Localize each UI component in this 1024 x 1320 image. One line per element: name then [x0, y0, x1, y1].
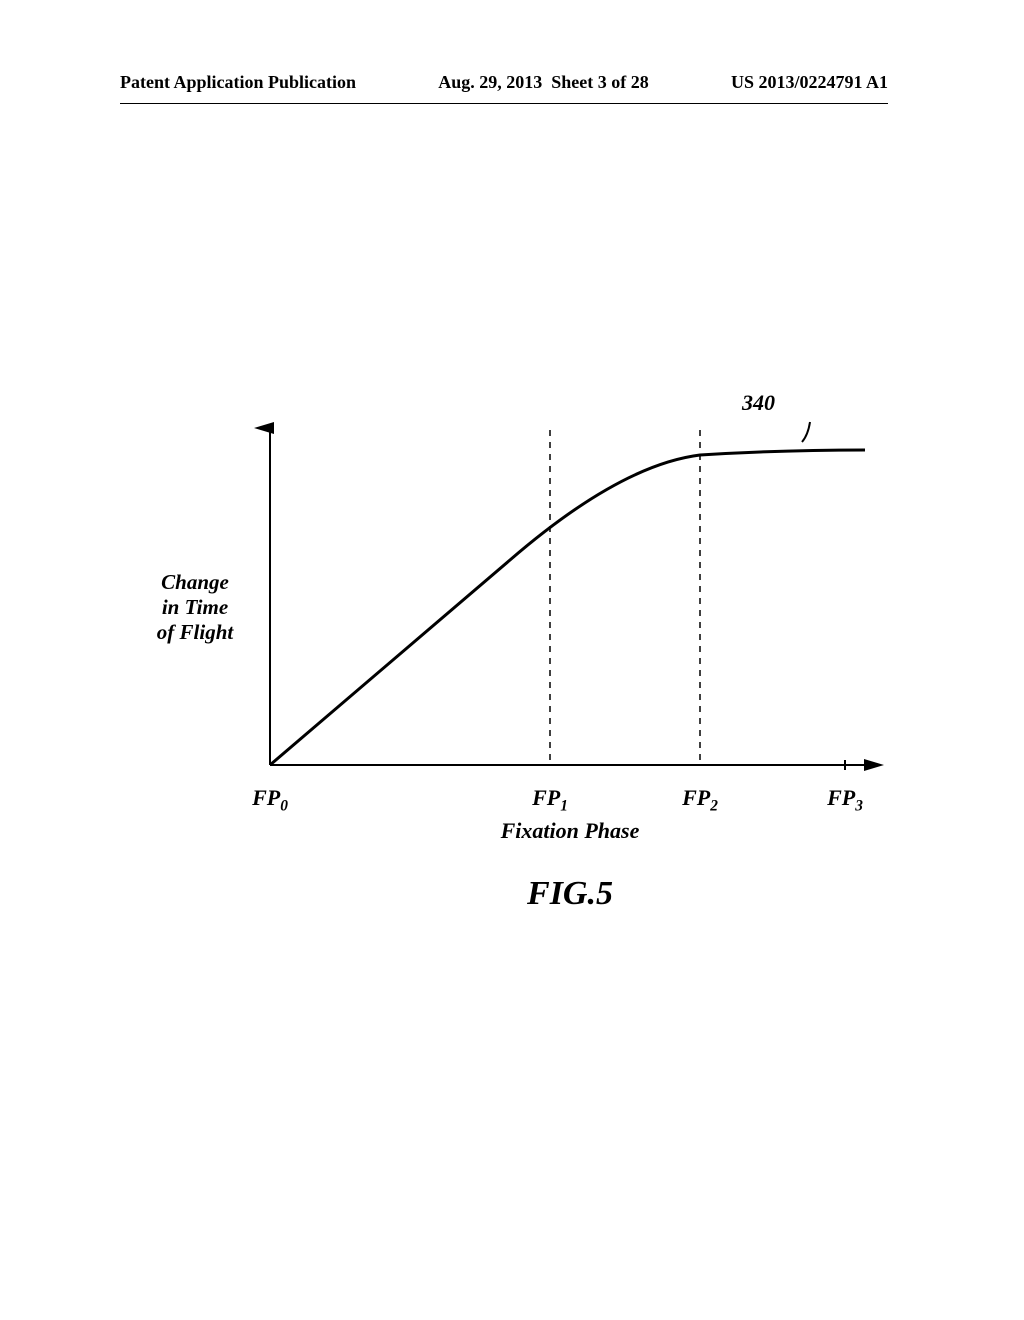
chart-curve	[270, 450, 865, 765]
chart-svg	[250, 420, 890, 780]
figure-caption: FIG.5	[250, 875, 890, 913]
x-tick-labels: FP0 FP1 FP2 FP3	[250, 785, 890, 815]
y-axis-label: Change in Time of Flight	[140, 570, 250, 646]
header-center: Aug. 29, 2013 Sheet 3 of 28	[438, 72, 649, 93]
patent-header: Patent Application Publication Aug. 29, …	[0, 72, 1024, 93]
header-date: Aug. 29, 2013	[438, 72, 542, 92]
reference-leader	[802, 422, 810, 442]
header-sheet: Sheet 3 of 28	[551, 72, 649, 92]
x-axis-label: Fixation Phase	[250, 818, 890, 844]
header-left: Patent Application Publication	[120, 72, 356, 93]
header-separator	[120, 103, 888, 104]
x-tick-label: FP0	[252, 785, 288, 815]
x-tick-label: FP1	[532, 785, 568, 815]
figure-container: Change in Time of Flight 340 FP0FP1FP2FP…	[140, 420, 900, 920]
y-label-1: Change	[161, 570, 229, 594]
reference-number: 340	[742, 390, 775, 416]
header-right: US 2013/0224791 A1	[731, 72, 888, 93]
x-tick-label: FP2	[682, 785, 718, 815]
y-label-2: in Time	[162, 595, 228, 619]
y-label-3: of Flight	[157, 620, 233, 644]
x-tick-label: FP3	[827, 785, 863, 815]
